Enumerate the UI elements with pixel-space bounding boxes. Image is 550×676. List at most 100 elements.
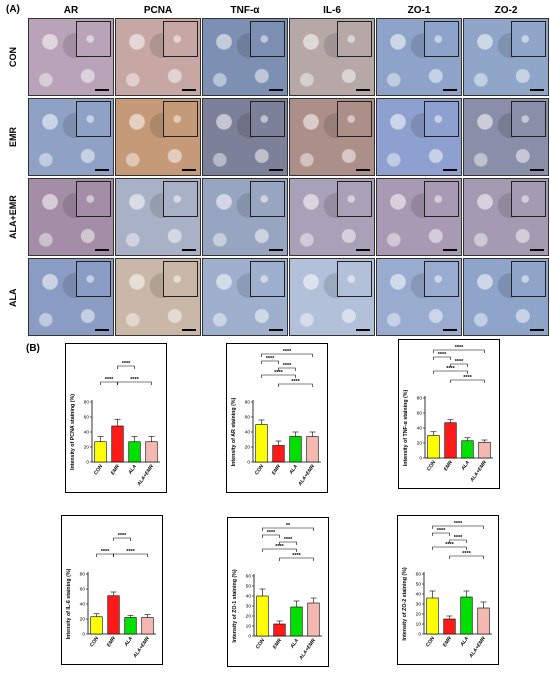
significance-bracket (432, 532, 450, 536)
magnified-inset (510, 21, 546, 58)
y-tick-label: 20 (417, 441, 423, 447)
significance-bracket (262, 534, 280, 538)
magnified-inset (162, 181, 198, 218)
significance-bracket (113, 553, 148, 557)
scale-bar (182, 249, 196, 251)
significance-label: **** (446, 366, 455, 372)
significance-bracket (432, 525, 484, 529)
bar (107, 595, 120, 635)
micrograph-tile (28, 18, 114, 96)
y-tick-label: 0 (247, 460, 250, 466)
scale-bar (443, 169, 457, 171)
y-tick-label: 50 (416, 582, 422, 588)
magnified-inset (75, 261, 111, 298)
y-tick-label: 40 (416, 592, 422, 598)
significance-bracket (262, 548, 297, 552)
category-label: CON (254, 463, 266, 476)
bar (290, 606, 303, 637)
significance-label: **** (284, 537, 293, 543)
y-tick-label: 80 (80, 572, 86, 578)
y-tick-label: 40 (245, 430, 251, 436)
category-label: ALA+EMR (132, 635, 152, 659)
bar (443, 618, 456, 635)
significance-bracket (261, 374, 296, 378)
y-tick-label: 60 (246, 574, 252, 580)
magnified-inset (249, 101, 285, 138)
category-label: ALA+EMR (469, 459, 489, 483)
significance-bracket (261, 353, 313, 357)
chart-box-ar: Intensity of AR staining (%) 0 20 40 60 80 CON… (226, 343, 328, 493)
column-header: ZO-2 (494, 5, 518, 16)
significance-label: ** (286, 523, 291, 529)
micrograph-tile (28, 258, 114, 336)
chart-pcna: Intensity of PCNA staining (%) 0 20 40 60 80 C… (70, 361, 160, 488)
category-label: CON (93, 463, 105, 476)
significance-bracket (278, 367, 296, 371)
chart-tnf: Intensity of TNF-α staining (%) 0 20 40 60 80… (403, 345, 493, 484)
scale-bar (443, 249, 457, 251)
y-axis-label: Intensity of IL-6 staining (%) (66, 568, 72, 639)
bar (444, 422, 457, 459)
micrograph-tile (115, 18, 201, 96)
scale-bar (95, 169, 109, 171)
significance-label: **** (105, 377, 114, 383)
bar (128, 441, 141, 463)
y-tick-label: 80 (417, 396, 423, 402)
scale-bar (356, 89, 370, 91)
category-label: ALA (289, 637, 301, 650)
y-tick-label: 10 (246, 624, 252, 630)
y-tick-label: 40 (80, 602, 86, 608)
micrograph-tile (289, 178, 375, 256)
panel-b-label: (B) (26, 343, 40, 354)
micrograph-tile (376, 18, 462, 96)
magnified-inset (75, 21, 111, 58)
micrograph-tile (376, 98, 462, 176)
magnified-inset (162, 261, 198, 298)
significance-label: **** (122, 361, 131, 367)
scale-bar (182, 89, 196, 91)
bar (124, 617, 137, 635)
chart-box-zo1: Intensity of ZO-1 staining (%) 0 10 20 30 40 5… (227, 517, 329, 667)
significance-label: **** (437, 528, 446, 534)
significance-label: **** (438, 352, 447, 358)
significance-bracket (261, 360, 279, 364)
significance-bracket (279, 541, 297, 545)
significance-label: **** (455, 359, 464, 365)
y-tick-label: 0 (248, 634, 251, 640)
y-tick-label: 0 (418, 632, 421, 638)
y-tick-label: 60 (245, 415, 251, 421)
y-tick-label: 80 (245, 400, 251, 406)
category-label: EMR (110, 463, 122, 476)
scale-bar (530, 169, 544, 171)
y-tick-label: 60 (417, 411, 423, 417)
significance-bracket (433, 370, 468, 374)
scale-bar (95, 89, 109, 91)
y-tick-label: 20 (245, 445, 251, 451)
micrograph-tile (463, 258, 549, 336)
category-label: CON (426, 459, 438, 472)
significance-label: **** (445, 542, 454, 548)
significance-bracket (117, 365, 135, 369)
y-axis-label: Intensity of ZO-2 staining (%) (402, 567, 408, 641)
magnified-inset (336, 21, 372, 58)
bar (111, 425, 124, 463)
chart-box-pcna: Intensity of PCNA staining (%) 0 20 40 60 80 C… (65, 343, 167, 493)
chart-box-tnf: Intensity of TNF-α staining (%) 0 20 40 60 80… (398, 339, 500, 489)
micrograph-tile (376, 258, 462, 336)
chart-il6: Intensity of IL-6 staining (%) 0 20 40 60 80 C… (66, 533, 156, 660)
micrograph-tile (115, 178, 201, 256)
scale-bar (269, 169, 283, 171)
row-label: EMR (8, 126, 18, 147)
bar (461, 440, 474, 459)
significance-label: **** (274, 370, 283, 376)
significance-label: **** (126, 549, 135, 555)
micrograph-tile (115, 258, 201, 336)
significance-bracket (113, 537, 131, 541)
y-tick-label: 20 (416, 612, 422, 618)
category-label: ALA+EMR (297, 463, 317, 487)
category-label: EMR (271, 463, 283, 476)
significance-label: **** (118, 533, 127, 539)
magnified-inset (423, 181, 459, 218)
column-header: PCNA (143, 5, 173, 16)
micrograph-tile (463, 98, 549, 176)
